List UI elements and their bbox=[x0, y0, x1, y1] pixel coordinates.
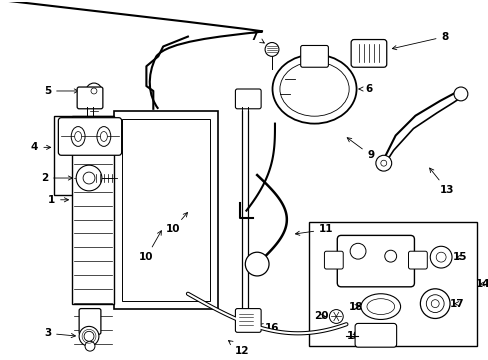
FancyBboxPatch shape bbox=[300, 45, 328, 67]
Bar bbox=[122, 119, 209, 301]
Circle shape bbox=[453, 87, 467, 101]
FancyBboxPatch shape bbox=[354, 323, 396, 347]
Text: 2: 2 bbox=[41, 173, 72, 183]
Circle shape bbox=[429, 246, 451, 268]
Ellipse shape bbox=[71, 127, 85, 147]
Circle shape bbox=[79, 327, 99, 346]
Text: 15: 15 bbox=[452, 252, 466, 262]
Text: 13: 13 bbox=[429, 168, 453, 195]
FancyBboxPatch shape bbox=[77, 87, 102, 109]
FancyBboxPatch shape bbox=[235, 89, 261, 109]
Ellipse shape bbox=[100, 131, 107, 141]
Text: 5: 5 bbox=[44, 86, 78, 96]
FancyBboxPatch shape bbox=[407, 251, 427, 269]
Circle shape bbox=[384, 250, 396, 262]
Text: 9: 9 bbox=[346, 138, 374, 160]
Circle shape bbox=[84, 331, 94, 341]
Circle shape bbox=[375, 155, 391, 171]
Circle shape bbox=[245, 252, 268, 276]
Text: 10: 10 bbox=[165, 212, 187, 234]
Ellipse shape bbox=[97, 127, 111, 147]
Text: 20: 20 bbox=[314, 311, 328, 321]
Text: 8: 8 bbox=[391, 32, 448, 50]
Text: 18: 18 bbox=[348, 302, 363, 312]
Ellipse shape bbox=[272, 54, 356, 123]
Circle shape bbox=[329, 310, 343, 323]
FancyBboxPatch shape bbox=[337, 235, 414, 287]
Circle shape bbox=[83, 172, 95, 184]
Ellipse shape bbox=[366, 299, 394, 315]
Text: 14: 14 bbox=[474, 279, 488, 289]
Bar bbox=[54, 116, 133, 195]
FancyBboxPatch shape bbox=[324, 251, 343, 269]
Circle shape bbox=[264, 42, 278, 57]
Circle shape bbox=[349, 243, 365, 259]
Bar bbox=[72, 116, 114, 303]
Text: 19: 19 bbox=[346, 331, 361, 341]
FancyBboxPatch shape bbox=[235, 309, 261, 332]
FancyBboxPatch shape bbox=[79, 309, 101, 334]
Text: 6: 6 bbox=[358, 84, 372, 94]
Text: 4: 4 bbox=[31, 142, 51, 152]
Circle shape bbox=[91, 88, 97, 94]
FancyBboxPatch shape bbox=[350, 40, 386, 67]
Ellipse shape bbox=[75, 131, 81, 141]
Text: 1: 1 bbox=[48, 195, 68, 205]
Text: 3: 3 bbox=[44, 328, 75, 338]
Text: 16: 16 bbox=[258, 323, 279, 333]
Circle shape bbox=[435, 252, 445, 262]
Circle shape bbox=[76, 165, 102, 191]
Text: 11: 11 bbox=[295, 224, 333, 235]
Circle shape bbox=[420, 289, 449, 319]
FancyBboxPatch shape bbox=[58, 118, 122, 155]
Text: 7: 7 bbox=[250, 32, 264, 43]
Ellipse shape bbox=[279, 62, 348, 116]
Circle shape bbox=[86, 83, 102, 99]
Circle shape bbox=[380, 160, 386, 166]
Text: 12: 12 bbox=[228, 341, 249, 356]
Circle shape bbox=[430, 300, 438, 307]
Text: 17: 17 bbox=[449, 299, 463, 309]
Circle shape bbox=[426, 295, 443, 312]
Bar bbox=[308, 221, 476, 346]
Text: 10: 10 bbox=[139, 231, 161, 262]
Circle shape bbox=[85, 341, 95, 351]
Bar bbox=[114, 111, 217, 309]
Ellipse shape bbox=[360, 294, 400, 319]
